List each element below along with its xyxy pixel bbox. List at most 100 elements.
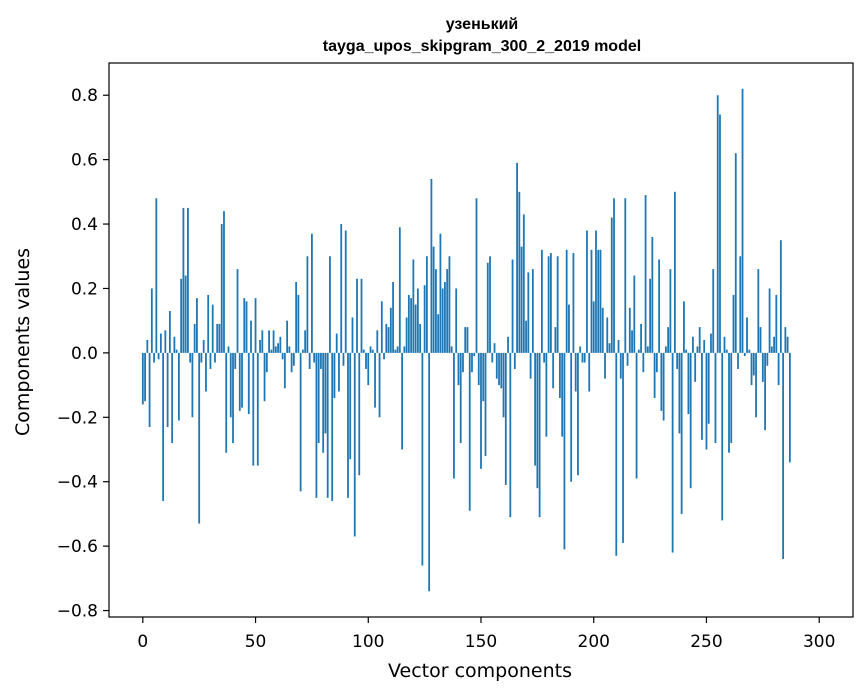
bar [320, 352, 322, 369]
bar [761, 352, 764, 382]
bar [489, 256, 491, 353]
bar [193, 323, 196, 353]
chart-title: узенький [446, 16, 519, 33]
bar [714, 352, 717, 444]
bar [168, 311, 171, 353]
bar [290, 352, 293, 373]
bar [680, 352, 683, 514]
bar [687, 352, 690, 415]
bar [737, 352, 739, 369]
bar [448, 256, 451, 353]
bar [410, 298, 413, 353]
bar [752, 352, 755, 376]
bar [770, 346, 773, 353]
bar [592, 301, 595, 353]
bar [322, 352, 325, 453]
bar [457, 352, 460, 386]
bar [150, 288, 153, 353]
bar [371, 349, 374, 353]
bar [254, 298, 257, 353]
bar [250, 320, 252, 353]
bar [721, 352, 724, 521]
x-tick-label: 0 [137, 632, 148, 652]
bar [232, 352, 234, 444]
bar [340, 224, 343, 353]
bars-group [141, 88, 791, 592]
bar [326, 352, 329, 498]
bar [773, 336, 775, 353]
bar [333, 352, 336, 398]
bar [380, 301, 383, 353]
bar [730, 352, 733, 444]
bar [556, 256, 559, 353]
bar [414, 304, 417, 353]
bar [155, 198, 158, 353]
bar [595, 230, 597, 353]
bar [599, 249, 602, 353]
bar [779, 240, 782, 353]
bar [383, 352, 385, 360]
bar [416, 288, 419, 353]
bar [432, 246, 435, 353]
bar [525, 320, 527, 353]
bar [534, 352, 537, 466]
bar [234, 352, 237, 369]
bar [162, 352, 165, 502]
bar [588, 352, 591, 392]
bar [223, 211, 225, 353]
bar [297, 294, 300, 353]
bar [171, 352, 174, 444]
bar [311, 233, 313, 353]
bar [707, 352, 710, 424]
bar [529, 352, 532, 379]
bar [513, 352, 516, 369]
bar [166, 352, 169, 427]
bar [265, 352, 268, 373]
bar [570, 352, 573, 482]
bar [619, 352, 622, 379]
bar [604, 352, 606, 379]
bar [662, 352, 665, 421]
bar [146, 340, 149, 353]
bar [419, 323, 422, 353]
bar [365, 352, 367, 369]
bar [712, 269, 715, 353]
bar [590, 249, 593, 353]
bar [353, 352, 356, 537]
bar [376, 330, 379, 353]
bar [531, 269, 534, 353]
bar [313, 352, 316, 363]
bar [586, 230, 588, 353]
bar [597, 249, 600, 353]
bar [572, 253, 575, 353]
bar [610, 217, 613, 353]
bar [685, 349, 688, 353]
bar [786, 336, 789, 353]
bar [398, 227, 401, 353]
bar [144, 352, 146, 402]
bar [755, 352, 757, 418]
bar [446, 269, 449, 353]
y-tick-label: 0.2 [71, 279, 98, 299]
x-tick-label: 250 [690, 632, 722, 652]
bar [667, 327, 670, 353]
plot-frame [108, 62, 854, 618]
bar [788, 352, 791, 463]
bar [559, 352, 561, 398]
bar [719, 114, 721, 353]
bar [732, 294, 735, 353]
bar [651, 236, 654, 353]
bar [173, 336, 176, 353]
bar [182, 207, 185, 353]
bar [554, 327, 557, 353]
bar [256, 352, 259, 466]
bar [698, 327, 701, 353]
bar [407, 294, 410, 353]
bar [351, 317, 354, 353]
bar [723, 336, 726, 353]
bar [678, 352, 681, 434]
bar [279, 336, 282, 353]
bar [184, 275, 187, 353]
bar [462, 352, 464, 373]
